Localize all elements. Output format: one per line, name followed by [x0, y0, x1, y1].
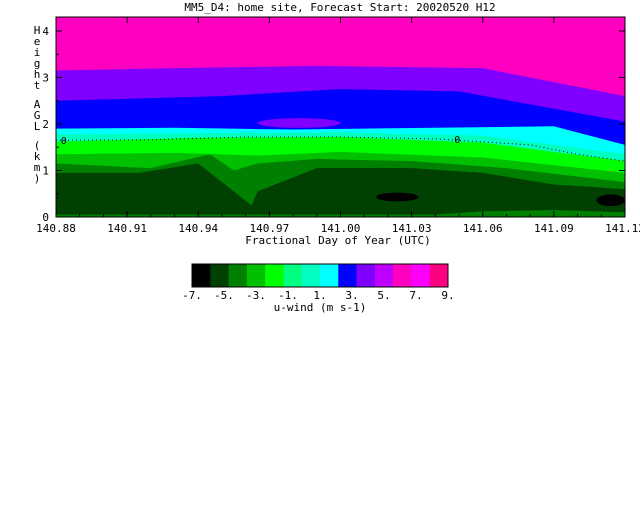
- contour-patch-1: [376, 192, 419, 202]
- y-label-char: A: [34, 98, 41, 111]
- colorbar-swatch: [265, 264, 284, 287]
- colorbar-tick-label: 5.: [377, 289, 390, 302]
- contour-label: 0: [454, 135, 460, 146]
- colorbar-tick-label: 3.: [345, 289, 358, 302]
- y-label-char: L: [34, 120, 41, 133]
- contour-label: 0: [61, 136, 67, 147]
- y-label-char: e: [34, 35, 41, 48]
- y-label-char: ): [34, 172, 41, 185]
- y-tick-label: 4: [42, 25, 49, 38]
- x-tick-label: 141.00: [321, 222, 361, 235]
- chart-title: MM5_D4: home site, Forecast Start: 20020…: [184, 1, 495, 14]
- colorbar-swatch: [283, 264, 303, 287]
- colorbar-tick-label: -1.: [278, 289, 298, 302]
- y-label-char: i: [34, 46, 41, 59]
- colorbar-swatch: [338, 264, 358, 287]
- colorbar-swatch: [411, 264, 431, 287]
- plot-area: 0 0 140.88 140.91 140.94 140.97 141.00 141.03 1…: [36, 16, 640, 235]
- colorbar-swatch: [374, 264, 394, 287]
- y-label-char: G: [34, 109, 41, 122]
- x-tick-label: 140.91: [107, 222, 147, 235]
- y-label-char: (: [34, 139, 41, 152]
- y-label-char: k: [34, 150, 41, 163]
- colorbar-swatch: [246, 264, 266, 287]
- x-tick-label: 141.06: [463, 222, 503, 235]
- x-tick-label: 141.09: [534, 222, 574, 235]
- y-label-char: m: [34, 161, 41, 174]
- colorbar-swatch: [192, 264, 211, 287]
- colorbar-swatch: [320, 264, 339, 287]
- x-axis-label: Fractional Day of Year (UTC): [245, 234, 430, 247]
- y-label-char: g: [34, 57, 41, 70]
- y-label-char: t: [34, 79, 41, 92]
- x-tick-label: 140.97: [250, 222, 290, 235]
- x-tick-label: 141.03: [392, 222, 432, 235]
- y-tick-label: 0: [42, 211, 49, 224]
- contour-patch-0: [257, 118, 341, 128]
- colorbar-tick-label: -5.: [214, 289, 234, 302]
- y-label-char: H: [34, 24, 41, 37]
- y-tick-label: 2: [42, 118, 49, 131]
- colorbar-swatch: [210, 264, 230, 287]
- colorbar: -7. -5. -3. -1. 1. 3. 5. 7. 9.: [182, 263, 455, 302]
- colorbar-tick-label: 9.: [441, 289, 454, 302]
- y-tick-label: 3: [42, 71, 49, 84]
- colorbar-tick-label: 1.: [313, 289, 326, 302]
- colorbar-label: u-wind (m s-1): [274, 301, 367, 314]
- colorbar-swatch: [356, 264, 376, 287]
- contour-patch-2: [596, 194, 625, 207]
- colorbar-swatch: [228, 264, 248, 287]
- x-tick-label: 140.94: [178, 222, 218, 235]
- colorbar-swatch: [429, 264, 449, 287]
- y-tick-label: 1: [42, 164, 49, 177]
- colorbar-tick-label: -7.: [182, 289, 202, 302]
- contour-band-8: [56, 163, 625, 217]
- colorbar-tick-label: 7.: [409, 289, 422, 302]
- x-tick-label: 140.88: [36, 222, 76, 235]
- colorbar-tick-label: -3.: [246, 289, 266, 302]
- colorbar-frame: [191, 263, 449, 288]
- x-tick-label: 141.12: [605, 222, 640, 235]
- colorbar-swatch: [393, 264, 412, 287]
- y-label-char: h: [34, 68, 41, 81]
- colorbar-swatch: [301, 264, 321, 287]
